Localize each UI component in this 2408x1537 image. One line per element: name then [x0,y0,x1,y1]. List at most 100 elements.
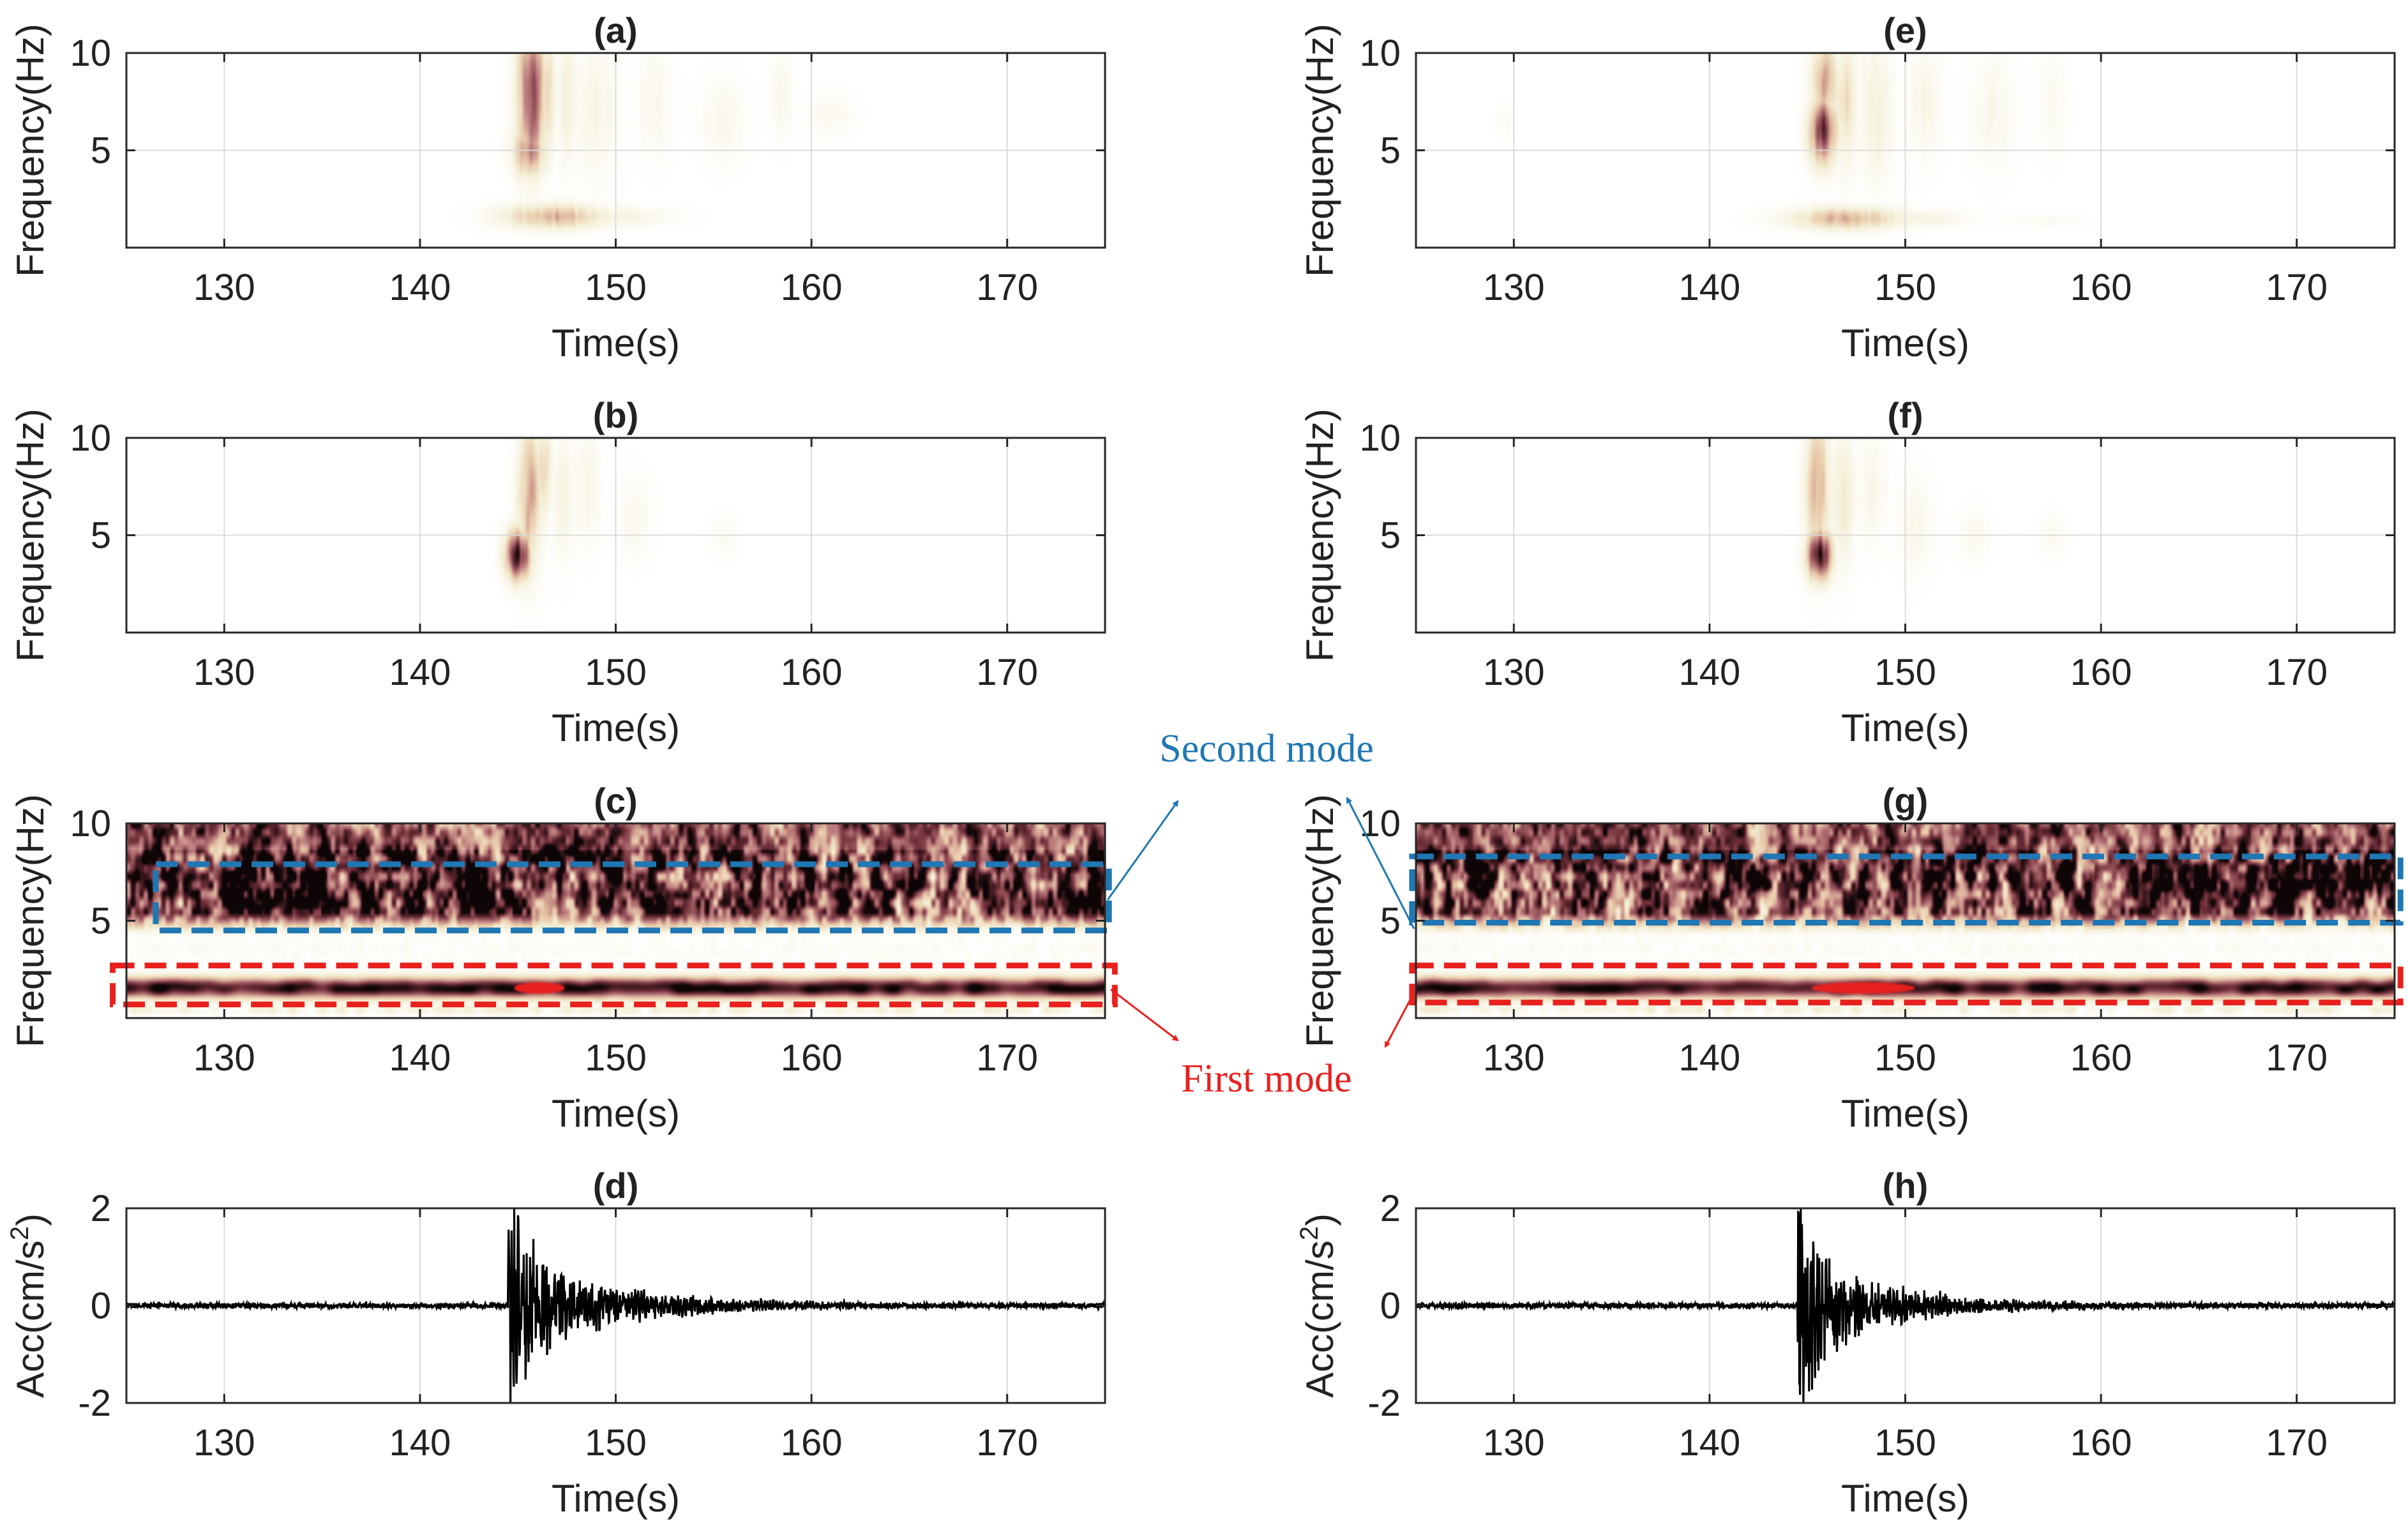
x-tick-label: 150 [1874,1422,1936,1464]
y-tick-label: 5 [1380,130,1401,172]
acceleration-line-d [125,1208,1106,1404]
y-axis-label: Frequency(Hz) [1298,409,1341,662]
x-axis-label: Time(s) [1841,1477,1969,1520]
x-tick-label: 130 [193,1037,255,1079]
first-mode-box-g [1409,963,2404,1006]
x-tick-label: 170 [2266,1037,2328,1079]
panel-f: 130 140 150 160 170 5 10 (f) Time(s) Frequency(Hz… [1298,395,2396,749]
y-tick-label: -2 [78,1383,111,1424]
x-tick-label: 150 [1874,652,1936,693]
spectrogram-c [126,823,1105,1018]
x-tick-label: 140 [389,652,451,693]
x-axis-label: Time(s) [1841,322,1969,364]
x-tick-label: 130 [1483,1037,1545,1079]
x-tick-label: 160 [781,652,843,693]
panel-h: 130 140 150 160 170 -2 0 2 (h) Time(s) Acc(cm/s2) [1295,1166,2396,1520]
x-tick-label: 130 [1483,652,1545,693]
y-axis-label: Frequency(Hz) [1298,794,1341,1047]
y-tick-label: 5 [91,901,111,942]
x-tick-label: 150 [585,1037,647,1079]
first-mode-box-c [110,963,1118,1008]
x-tick-label: 130 [193,1422,255,1464]
x-tick-label: 170 [2266,1422,2328,1464]
x-tick-label: 150 [1874,267,1936,308]
x-tick-label: 150 [585,1422,647,1464]
second-mode-box-g [1409,853,2404,926]
y-tick-label: 10 [1359,33,1401,74]
y-tick-label: -2 [1367,1383,1401,1424]
panels: 130 140 150 160 170 5 10 (a) Time(s) Frequency(Hz… [6,10,2404,1520]
acceleration-line-h [1415,1208,2396,1404]
x-axis-label: Time(s) [552,707,680,749]
panel-c: 130 140 150 160 170 5 10 (c) Time(s) Frequency(Hz… [9,781,1118,1135]
y-tick-label: 5 [1380,901,1401,942]
x-tick-label: 140 [1679,652,1741,693]
y-axis-label: Frequency(Hz) [9,24,52,277]
panel-b: 130 140 150 160 170 5 10 (b) Time(s) Frequency(Hz… [9,395,1106,749]
panel-title-g: (g) [1883,781,1929,821]
panel-title-b: (b) [593,395,639,435]
x-tick-label: 160 [2070,1037,2132,1079]
panel-title-h: (h) [1883,1166,1929,1206]
y-tick-label: 0 [1380,1286,1401,1327]
panel-title-f: (f) [1888,395,1923,435]
first-mode-label: First mode [1182,1057,1352,1100]
x-tick-label: 140 [389,1037,451,1079]
y-tick-label: 10 [70,417,111,459]
panel-a: 130 140 150 160 170 5 10 (a) Time(s) Frequency(Hz… [9,10,1106,364]
y-tick-label: 0 [91,1286,111,1327]
x-tick-label: 130 [193,652,255,693]
x-tick-label: 170 [2266,652,2328,693]
y-axis-label: Frequency(Hz) [1298,24,1341,277]
x-tick-label: 170 [2266,267,2328,308]
panel-title-c: (c) [594,781,637,821]
x-tick-label: 140 [389,1422,451,1464]
y-axis-label: Acc(cm/s2) [1295,1213,1341,1398]
y-tick-label: 10 [70,33,111,74]
x-tick-label: 140 [1679,1037,1741,1079]
second-mode-arrow-right [1346,797,1415,929]
x-tick-label: 150 [585,267,647,308]
y-axis-label: Frequency(Hz) [9,409,52,662]
x-tick-label: 170 [976,652,1038,693]
x-tick-label: 150 [585,652,647,693]
y-axis-label: Frequency(Hz) [9,794,52,1047]
second-mode-arrow-left [1106,800,1179,901]
x-axis-label: Time(s) [552,1477,680,1520]
y-tick-label: 10 [1359,803,1401,844]
x-tick-label: 160 [781,1037,843,1079]
x-tick-label: 140 [1679,267,1741,308]
x-tick-label: 140 [1679,1422,1741,1464]
y-tick-label: 2 [1380,1188,1401,1229]
y-tick-label: 5 [1380,515,1401,557]
x-tick-label: 150 [1874,1037,1936,1079]
x-tick-label: 130 [193,267,255,308]
y-tick-label: 5 [91,130,111,172]
y-tick-label: 10 [1359,417,1401,459]
panel-d: 130 140 150 160 170 -2 0 2 (d) Time(s) Acc(cm/s2) [6,1166,1106,1520]
second-mode-label: Second mode [1159,727,1374,770]
panel-title-d: (d) [593,1166,639,1206]
x-tick-label: 160 [2070,1422,2132,1464]
y-tick-label: 2 [91,1188,111,1229]
x-axis-label: Time(s) [1841,707,1969,749]
x-tick-label: 170 [976,1037,1038,1079]
x-tick-label: 160 [781,267,843,308]
panel-e: 130 140 150 160 170 5 10 (e) Time(s) Frequency(Hz… [1298,10,2396,364]
x-tick-label: 160 [781,1422,843,1464]
x-tick-label: 160 [2070,652,2132,693]
x-tick-label: 170 [976,1422,1038,1464]
panel-g: 130 140 150 160 170 5 10 (g) Time(s) Frequency(Hz… [1298,781,2404,1135]
y-tick-label: 5 [91,515,111,557]
x-tick-label: 130 [1483,1422,1545,1464]
x-tick-label: 170 [976,267,1038,308]
x-tick-label: 160 [2070,267,2132,308]
x-axis-label: Time(s) [1841,1092,1969,1135]
first-mode-arrow-left [1110,988,1179,1042]
first-mode-arrow-right [1384,992,1415,1048]
x-axis-label: Time(s) [552,322,680,364]
mode-annotations: Second mode First mode [1106,727,1415,1100]
panel-title-e: (e) [1883,10,1927,50]
x-tick-label: 130 [1483,267,1545,308]
